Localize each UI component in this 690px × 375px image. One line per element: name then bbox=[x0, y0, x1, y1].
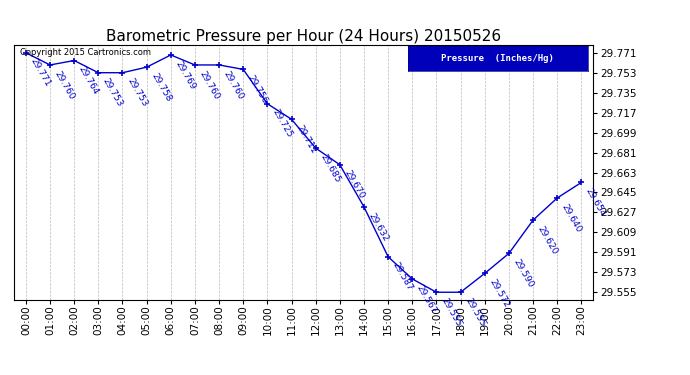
Text: 29.711: 29.711 bbox=[295, 123, 318, 155]
Title: Barometric Pressure per Hour (24 Hours) 20150526: Barometric Pressure per Hour (24 Hours) … bbox=[106, 29, 501, 44]
Text: 29.758: 29.758 bbox=[150, 71, 173, 103]
Text: 29.764: 29.764 bbox=[77, 65, 101, 96]
Text: 29.567: 29.567 bbox=[415, 283, 439, 315]
Text: 29.769: 29.769 bbox=[174, 59, 197, 91]
Text: 29.753: 29.753 bbox=[126, 77, 149, 109]
Text: 29.753: 29.753 bbox=[101, 77, 125, 109]
Text: 29.620: 29.620 bbox=[536, 224, 560, 256]
Text: Copyright 2015 Cartronics.com: Copyright 2015 Cartronics.com bbox=[19, 48, 150, 57]
Text: 29.587: 29.587 bbox=[391, 261, 415, 293]
Text: 29.632: 29.632 bbox=[367, 211, 391, 243]
Text: 29.555: 29.555 bbox=[440, 296, 463, 328]
Text: 29.654: 29.654 bbox=[584, 187, 608, 218]
Text: 29.771: 29.771 bbox=[29, 57, 52, 89]
Text: 29.640: 29.640 bbox=[560, 202, 584, 234]
Text: 29.760: 29.760 bbox=[198, 69, 221, 101]
Text: 29.725: 29.725 bbox=[270, 108, 294, 140]
Text: 29.555: 29.555 bbox=[464, 296, 487, 328]
Text: 29.760: 29.760 bbox=[53, 69, 77, 101]
Text: 29.685: 29.685 bbox=[319, 152, 342, 184]
Text: 29.590: 29.590 bbox=[512, 258, 535, 290]
Text: 29.756: 29.756 bbox=[246, 74, 270, 105]
Text: 29.670: 29.670 bbox=[343, 169, 366, 201]
Text: 29.760: 29.760 bbox=[222, 69, 246, 101]
Text: 29.572: 29.572 bbox=[488, 278, 511, 309]
